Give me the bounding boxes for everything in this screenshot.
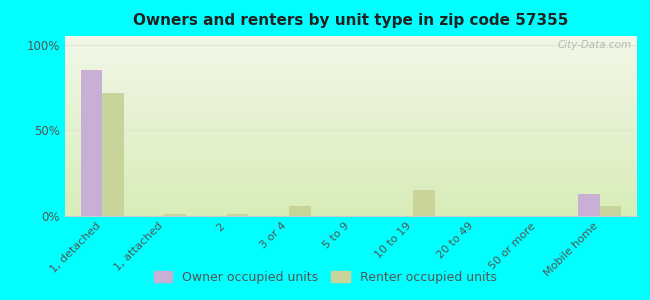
Text: City-Data.com: City-Data.com: [557, 40, 631, 50]
Bar: [413, 190, 435, 216]
Legend: Owner occupied units, Renter occupied units: Owner occupied units, Renter occupied un…: [150, 267, 500, 288]
Bar: [227, 214, 248, 216]
Title: Owners and renters by unit type in zip code 57355: Owners and renters by unit type in zip c…: [133, 13, 569, 28]
Bar: [289, 206, 311, 216]
Bar: [600, 206, 621, 216]
Bar: [164, 214, 187, 216]
Bar: [578, 194, 600, 216]
Bar: [81, 70, 102, 216]
Bar: [102, 93, 124, 216]
